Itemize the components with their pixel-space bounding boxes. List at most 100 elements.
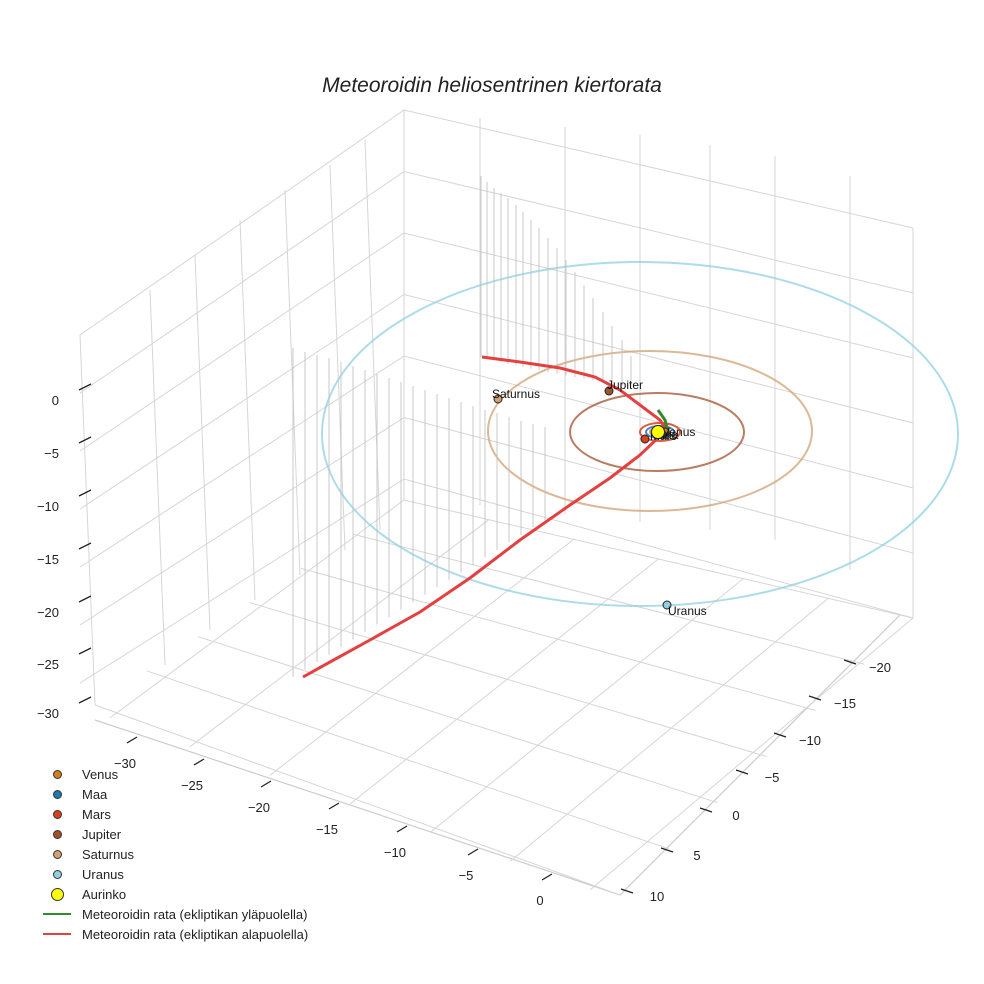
x-tick-label-3: −15: [316, 822, 338, 837]
x-tick-label-6: 0: [536, 893, 543, 908]
y-tick-label-3: −5: [765, 770, 780, 785]
legend: Venus Maa Mars Jupiter Saturnus Uranus A…: [38, 764, 308, 944]
x-tick-mark-4: [396, 825, 408, 833]
grid-line-floor-a-2: [269, 538, 574, 776]
grid-line-floor-a-1: [189, 519, 490, 748]
grid-line-back-horizontal-0: [79, 109, 914, 336]
x-tick-mark-1: [193, 758, 205, 766]
legend-marker-uranus: [38, 864, 76, 884]
legend-line-trajectory-above: [38, 904, 76, 924]
z-tick-mark-6: [78, 696, 92, 704]
x-tick-mark-3: [328, 802, 340, 810]
legend-marker-venus: [38, 764, 76, 784]
grid-line-back-horizontal-2: [79, 232, 914, 452]
x-tick-mark-6: [541, 873, 553, 881]
legend-item-trajectory-above: Meteoroidin rata (ekliptikan yläpuolella…: [38, 904, 308, 924]
grid-line-floor-b-5: [352, 533, 865, 665]
planet-marker-saturnus: [493, 394, 503, 404]
sun-marker: [651, 425, 665, 439]
meteoroid-trajectory: [302, 355, 670, 679]
grid-line-floor-b-3: [249, 602, 767, 757]
y-tick-mark-2: [773, 732, 787, 738]
grid-line-back-left-4: [284, 189, 301, 576]
z-tick-label-4: −20: [37, 605, 59, 620]
grid-line-back-left-5: [329, 164, 346, 551]
grid-line-floor-b-1: [146, 670, 669, 850]
orbit-saturnus: [487, 350, 813, 512]
grid-line-back-horizontal-5: [79, 416, 914, 626]
legend-item-uranus: Uranus: [38, 864, 308, 884]
grid-line-back-horizontal-6: [79, 478, 914, 684]
y-tick-mark-0: [843, 659, 857, 665]
planet-marker-uranus: [662, 600, 672, 610]
z-tick-label-6: −30: [37, 706, 59, 721]
legend-item-maa: Maa: [38, 784, 308, 804]
trajectory-below-segment-2: [302, 434, 662, 679]
legend-label-uranus: Uranus: [82, 866, 124, 882]
x-tick-mark-0: [126, 736, 138, 744]
planet-label-uranus: Uranus: [668, 604, 707, 618]
legend-line-trajectory-below: [38, 924, 76, 944]
orbit-uranus: [321, 261, 959, 607]
trajectory-below-segment-1: [481, 355, 670, 433]
legend-item-saturnus: Saturnus: [38, 844, 308, 864]
legend-label-venus: Venus: [82, 766, 119, 782]
x-tick-label-0: −30: [114, 756, 136, 771]
y-tick-label-0: −20: [869, 660, 891, 675]
y-tick-label-4: 0: [732, 808, 739, 823]
legend-label-aurinko: Aurinko: [82, 886, 127, 902]
x-tick-mark-5: [467, 848, 479, 856]
z-tick-label-0: 0: [52, 393, 59, 408]
y-tick-mark-6: [620, 888, 634, 894]
grid-line-back-left-1: [149, 289, 166, 666]
x-tick-label-1: −25: [181, 778, 203, 793]
x-tick-mark-2: [260, 780, 272, 788]
grid-line-floor-a-4: [429, 578, 744, 834]
planet-label-venus: Venus: [662, 425, 695, 439]
planet-marker-mars: [640, 434, 650, 444]
legend-marker-aurinko: [38, 884, 76, 904]
chart-title: Meteoroidin heliosentrinen kiertorata: [322, 74, 662, 97]
legend-item-jupiter: Jupiter: [38, 824, 308, 844]
z-tick-label-1: −5: [44, 446, 59, 461]
legend-label-saturnus: Saturnus: [82, 846, 135, 862]
planet-label-saturnus: Saturnus: [492, 387, 540, 401]
grid-line-back-horizontal-4: [79, 355, 914, 568]
legend-marker-maa: [38, 784, 76, 804]
legend-label-jupiter: Jupiter: [82, 826, 122, 842]
z-tick-mark-1: [78, 436, 92, 444]
grid-line-back-left-6: [364, 139, 381, 531]
y-tick-label-1: −15: [834, 696, 856, 711]
legend-label-trajectory-below: Meteoroidin rata (ekliptikan alapuolella…: [82, 926, 309, 942]
legend-item-aurinko: Aurinko: [38, 884, 308, 904]
y-tick-label-5: 5: [693, 848, 700, 863]
trajectory-drop-lines: [292, 176, 632, 677]
planet-label-jupiter: Jupiter: [607, 378, 643, 392]
grid-line-floor-a-5: [509, 597, 829, 862]
y-tick-label-2: −10: [799, 733, 821, 748]
legend-item-mars: Mars: [38, 804, 308, 824]
axis-ticks: 0 −5 −10 −15 −20 −25 −30 −30 −25 −20 −15 −10 −5 0 −20 −…: [37, 383, 891, 908]
y-tick-mark-1: [808, 695, 822, 701]
legend-marker-jupiter: [38, 824, 76, 844]
legend-label-mars: Mars: [82, 806, 111, 822]
z-tick-mark-3: [78, 542, 92, 550]
z-tick-mark-2: [78, 489, 92, 497]
grid-line-floor-b-4: [300, 567, 816, 711]
legend-label-maa: Maa: [82, 786, 108, 802]
y-tick-label-6: 10: [650, 889, 664, 904]
z-tick-mark-4: [78, 595, 92, 603]
z-tick-label-2: −10: [37, 499, 59, 514]
grid-line-back-left-0: [79, 334, 96, 706]
z-tick-mark-5: [78, 647, 92, 655]
x-tick-label-4: −10: [384, 845, 406, 860]
legend-marker-mars: [38, 804, 76, 824]
z-tick-label-5: −25: [37, 657, 59, 672]
grid-line-floor-a-0: [109, 499, 405, 719]
grid-line-floor-a-3: [349, 558, 659, 805]
grid-line-floor-a-6: [589, 617, 914, 891]
legend-item-venus: Venus: [38, 764, 308, 784]
grid-line-back-horizontal-3: [79, 293, 914, 510]
